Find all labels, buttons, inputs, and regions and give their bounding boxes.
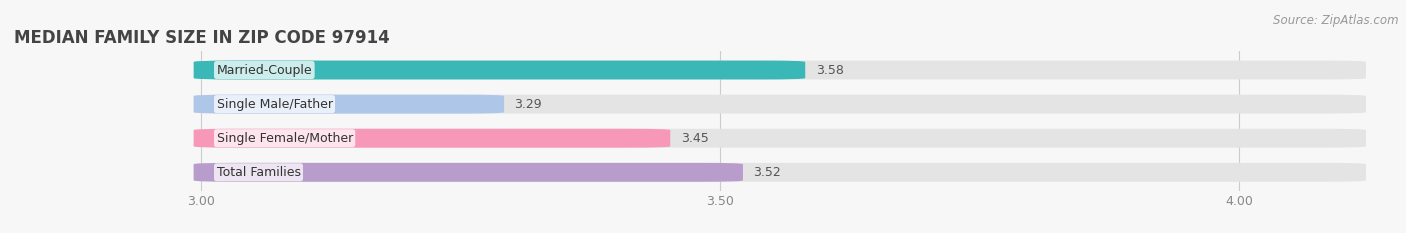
FancyBboxPatch shape [194,61,806,79]
Text: 3.29: 3.29 [515,98,543,111]
FancyBboxPatch shape [194,95,1365,113]
FancyBboxPatch shape [194,61,1365,79]
Text: Married-Couple: Married-Couple [217,64,312,76]
Text: Single Female/Mother: Single Female/Mother [217,132,353,145]
FancyBboxPatch shape [194,95,505,113]
Text: Single Male/Father: Single Male/Father [217,98,333,111]
FancyBboxPatch shape [194,129,671,148]
FancyBboxPatch shape [194,163,1365,182]
Text: 3.58: 3.58 [815,64,844,76]
Text: 3.45: 3.45 [681,132,709,145]
Text: MEDIAN FAMILY SIZE IN ZIP CODE 97914: MEDIAN FAMILY SIZE IN ZIP CODE 97914 [14,29,389,47]
Text: Total Families: Total Families [217,166,301,179]
Text: 3.52: 3.52 [754,166,782,179]
Text: Source: ZipAtlas.com: Source: ZipAtlas.com [1274,14,1399,27]
FancyBboxPatch shape [194,129,1365,148]
FancyBboxPatch shape [194,163,742,182]
